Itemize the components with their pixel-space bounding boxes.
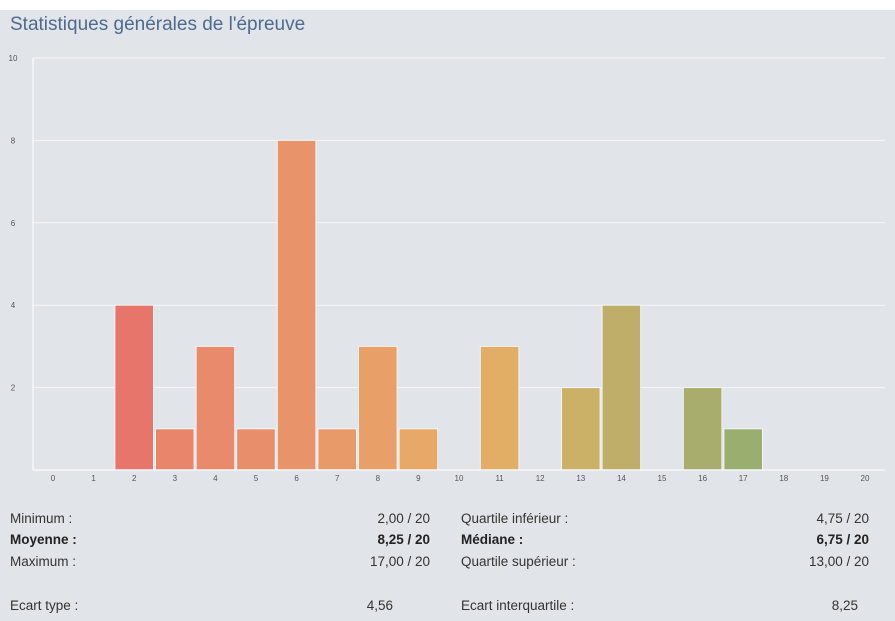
x-tick-label: 13	[576, 474, 585, 483]
upper-quartile-label: Quartile supérieur :	[461, 554, 576, 569]
std-dev-label: Ecart type :	[10, 598, 79, 613]
y-axis: 10 8 6 4 2	[9, 54, 34, 470]
x-tick-label: 5	[254, 474, 259, 483]
y-tick-label: 2	[11, 384, 16, 393]
x-tick-label: 7	[335, 474, 340, 483]
mean-label: Moyenne :	[10, 532, 77, 547]
x-tick-label: 12	[536, 474, 545, 483]
x-tick-label: 8	[376, 474, 381, 483]
bar-13	[561, 387, 601, 471]
bar-14	[601, 304, 642, 471]
bar-9	[398, 428, 439, 471]
x-tick-label: 14	[617, 474, 626, 483]
interquartile-range-value: 8,25	[831, 598, 858, 613]
upper-quartile-value: 13,00 / 20	[808, 554, 869, 569]
x-tick-label: 9	[416, 474, 421, 483]
bar-16	[682, 387, 723, 471]
y-tick-label: 10	[9, 54, 18, 63]
x-tick-label: 6	[294, 474, 299, 483]
x-tick-label: 11	[495, 474, 504, 483]
bar-4	[195, 345, 236, 471]
x-axis: 0 1 2 3 4 5 6 7 8 9 10 11 12 13 14 15 16 17 18 19 20	[33, 469, 885, 483]
median-label: Médiane :	[461, 532, 524, 547]
lower-quartile-label: Quartile inférieur :	[461, 511, 569, 526]
bar-7	[317, 428, 357, 471]
minimum-label: Minimum :	[10, 511, 73, 526]
y-tick-label: 4	[11, 301, 16, 310]
chart-grid	[33, 57, 885, 389]
x-tick-label: 4	[213, 474, 218, 483]
std-dev-value: 4,56	[366, 598, 393, 613]
bar-11	[479, 345, 520, 471]
x-tick-label: 0	[51, 474, 56, 483]
x-tick-label: 2	[132, 474, 137, 483]
maximum-value: 17,00 / 20	[369, 554, 430, 569]
median-value: 6,75 / 20	[816, 532, 869, 547]
x-tick-label: 3	[173, 474, 178, 483]
y-tick-label: 8	[11, 136, 16, 145]
bar-6	[276, 139, 317, 471]
bar-5	[236, 428, 276, 471]
x-tick-label: 1	[91, 474, 96, 483]
page-title: Statistiques générales de l'épreuve	[10, 14, 306, 35]
x-tick-label: 18	[779, 474, 788, 483]
minimum-value: 2,00 / 20	[377, 511, 430, 526]
x-tick-label: 10	[455, 474, 464, 483]
bar-8	[358, 345, 398, 471]
lower-quartile-value: 4,75 / 20	[816, 511, 869, 526]
y-tick-label: 6	[11, 219, 16, 228]
interquartile-range-label: Ecart interquartile :	[461, 598, 575, 613]
chart-bars	[114, 139, 764, 471]
x-tick-label: 20	[861, 474, 870, 483]
x-tick-label: 17	[739, 474, 748, 483]
x-tick-label: 16	[698, 474, 707, 483]
bar-17	[723, 428, 764, 471]
x-tick-label: 19	[820, 474, 829, 483]
maximum-label: Maximum :	[10, 554, 77, 569]
mean-value: 8,25 / 20	[377, 532, 430, 547]
x-tick-label: 15	[658, 474, 667, 483]
